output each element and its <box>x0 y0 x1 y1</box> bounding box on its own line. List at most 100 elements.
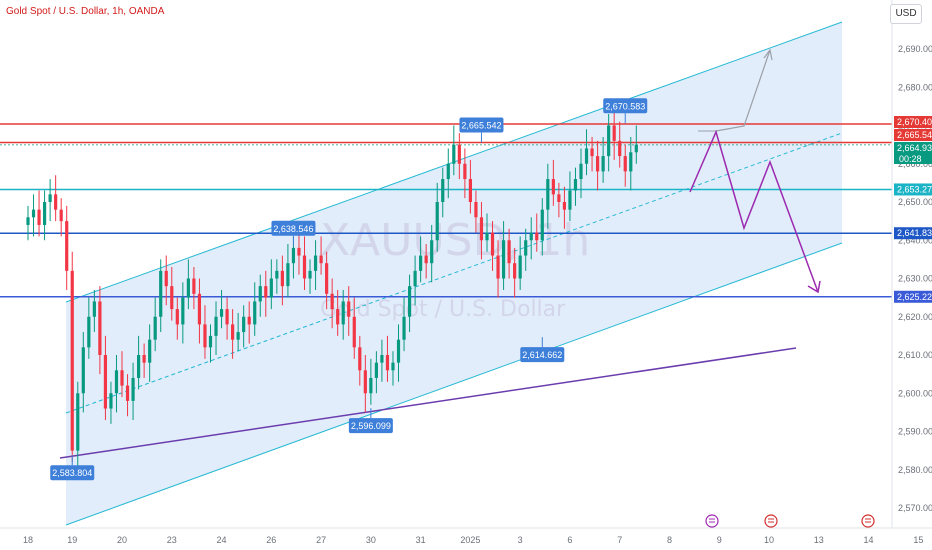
price-tag-label: 2,665.542 <box>897 130 932 140</box>
candle-body <box>225 309 229 325</box>
price-tag <box>894 227 932 240</box>
candle-body <box>286 263 290 287</box>
candle-body <box>26 217 30 225</box>
candle-body <box>258 286 262 302</box>
candle-body <box>153 316 157 340</box>
candle-body <box>164 270 168 287</box>
lightning-event-icon[interactable] <box>705 514 719 528</box>
candle-body <box>231 324 235 340</box>
candle-body <box>92 301 96 317</box>
x-tick-label: 14 <box>864 535 874 545</box>
candle-body <box>463 163 467 180</box>
candle-body <box>424 255 428 264</box>
x-tick-label: 31 <box>416 535 426 545</box>
candle-body <box>369 377 373 394</box>
candle-body <box>623 156 627 172</box>
price-tag <box>894 290 932 303</box>
candle-body <box>407 286 412 317</box>
y-tick-label: 2,600.000 <box>898 388 932 398</box>
x-tick-label: 15 <box>913 535 923 545</box>
candle-body <box>601 156 605 172</box>
candle-body <box>435 202 439 241</box>
candle-body <box>319 255 323 264</box>
support-trendline <box>59 347 797 459</box>
candle-body <box>236 332 240 340</box>
candle-body <box>65 221 69 271</box>
x-tick-label: 24 <box>217 535 227 545</box>
projection-up-path <box>715 49 771 132</box>
price-tag <box>894 183 932 196</box>
x-tick-label: 13 <box>814 535 824 545</box>
price-tag-label: 2,670.404 <box>897 117 932 127</box>
annotation-label: 2,665.542 <box>461 121 501 131</box>
candle-body <box>203 324 207 348</box>
annotation-box <box>348 418 393 434</box>
x-tick-label: 7 <box>617 535 622 545</box>
candle-body <box>197 293 202 325</box>
chart-title: Gold Spot / U.S. Dollar, 1h, OANDA <box>6 6 165 17</box>
candle-body <box>302 255 307 279</box>
candle-body <box>103 355 108 409</box>
candle-body <box>253 301 257 325</box>
x-tick-label: 2025 <box>460 535 480 545</box>
candle-body <box>76 393 80 451</box>
x-tick-label: 18 <box>23 535 33 545</box>
channel-fill <box>66 22 842 525</box>
candle-body <box>347 301 351 317</box>
us-flag-event-icon[interactable] <box>861 514 875 528</box>
candle-body <box>551 179 555 195</box>
y-tick-label: 2,630.000 <box>898 274 932 284</box>
annotation-box <box>271 220 316 236</box>
candle-body <box>247 316 251 325</box>
candle-body <box>208 335 213 348</box>
candle-body <box>114 370 119 394</box>
candle-body <box>607 125 611 157</box>
candle-body <box>31 209 36 218</box>
price-axis-bg <box>892 0 932 528</box>
candle-body <box>524 240 528 256</box>
x-tick-label: 8 <box>667 535 672 545</box>
candle-body <box>540 209 544 241</box>
x-tick-label: 27 <box>316 535 326 545</box>
candle-body <box>98 301 102 355</box>
candle-body <box>457 144 461 164</box>
candle-body <box>269 278 273 298</box>
annotation-label: 2,638.546 <box>273 224 313 234</box>
candle-body <box>131 377 135 401</box>
candle-body <box>441 179 445 202</box>
price-tag-countdown: 00:28 <box>899 154 922 164</box>
candle-body <box>280 270 284 287</box>
candle-body <box>192 278 196 294</box>
candle-body <box>137 355 141 378</box>
x-tick-label: 10 <box>764 535 774 545</box>
candle-body <box>181 297 185 325</box>
candle-body <box>396 339 401 363</box>
candle-body <box>634 144 638 153</box>
candle-body <box>37 209 41 225</box>
candle-body <box>529 232 533 241</box>
x-tick-label: 6 <box>567 535 572 545</box>
candle-body <box>142 355 146 363</box>
us-flag-event-icon[interactable] <box>764 514 778 528</box>
candle-body <box>120 370 124 386</box>
currency-button[interactable]: USD <box>890 4 922 24</box>
candle-body <box>446 163 450 180</box>
annotation-label: 2,670.583 <box>605 101 645 111</box>
candle-body <box>242 316 246 333</box>
candle-body <box>573 179 578 191</box>
x-tick-label: 9 <box>717 535 722 545</box>
price-tag-label: 2,664.930 <box>897 143 932 153</box>
candle-body <box>54 194 58 210</box>
candle-body <box>374 362 378 378</box>
candle-body <box>595 156 600 172</box>
candle-body <box>590 148 594 157</box>
candle-body <box>336 309 340 325</box>
candle-body <box>391 362 395 371</box>
candle-body <box>219 309 224 317</box>
candle-body <box>175 309 179 325</box>
time-axis-bg <box>0 528 932 550</box>
x-tick-label: 23 <box>167 535 177 545</box>
y-tick-label: 2,570.000 <box>898 503 932 513</box>
candle-body <box>468 179 472 202</box>
